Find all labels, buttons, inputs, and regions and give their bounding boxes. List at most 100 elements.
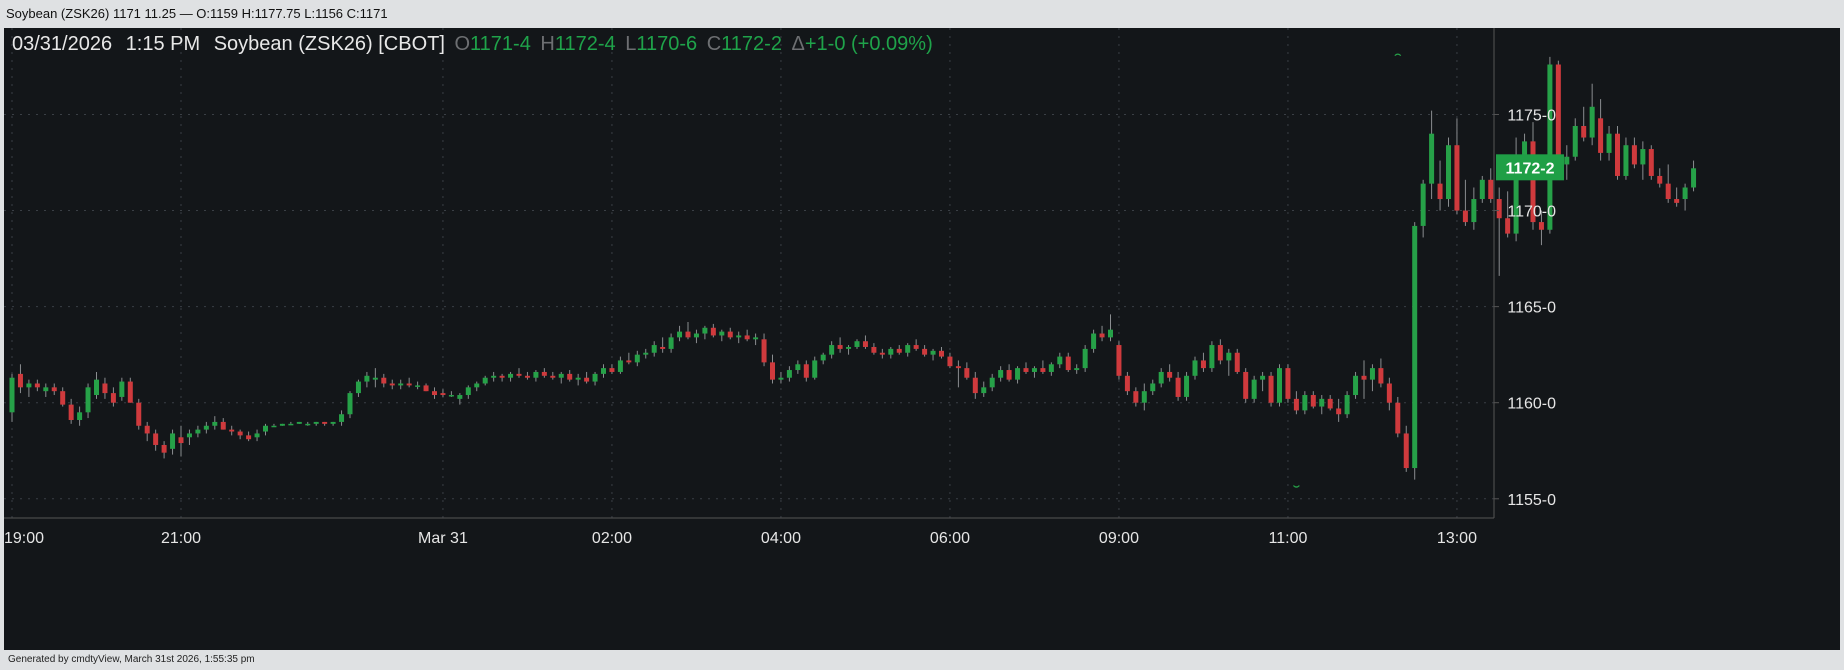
candle-body xyxy=(1065,356,1071,371)
y-tick-label: 1175-0 xyxy=(1507,107,1556,124)
candle xyxy=(1369,364,1375,392)
candle-body xyxy=(355,381,361,394)
candle xyxy=(1378,358,1384,388)
candle-body xyxy=(246,435,252,440)
candle-body xyxy=(1513,160,1519,234)
candle xyxy=(1124,371,1130,396)
y-tick-label: 1165-0 xyxy=(1507,300,1556,317)
candle xyxy=(998,366,1004,382)
candle-body xyxy=(153,433,159,445)
candle xyxy=(913,339,919,351)
candle xyxy=(1217,339,1223,365)
last-price-label: 1172-2 xyxy=(1506,160,1555,177)
candle-body xyxy=(398,383,404,386)
candle xyxy=(617,356,623,374)
candle xyxy=(524,371,530,380)
candle-body xyxy=(1074,368,1080,371)
candle-body xyxy=(862,341,868,347)
x-tick-label: 02:00 xyxy=(592,530,632,547)
candle-body xyxy=(1378,368,1384,384)
y-tick-label: 1155-0 xyxy=(1507,492,1556,509)
candle xyxy=(482,375,488,386)
candle xyxy=(1564,145,1570,180)
candle-body xyxy=(1454,145,1460,211)
markers xyxy=(1292,53,1402,488)
candle-body xyxy=(1412,225,1418,469)
candle-body xyxy=(1158,371,1164,384)
candle-body xyxy=(1369,368,1375,380)
candle xyxy=(1648,145,1654,180)
candle xyxy=(702,325,708,340)
candle-body xyxy=(803,364,809,378)
candle-body xyxy=(94,379,99,396)
candle-body xyxy=(913,345,919,349)
candle-body xyxy=(1589,106,1595,138)
candle xyxy=(186,429,192,445)
candle xyxy=(719,329,725,342)
candle xyxy=(1234,348,1240,374)
candle xyxy=(355,379,361,397)
candle xyxy=(1184,371,1190,401)
candle xyxy=(136,398,142,430)
candle-body xyxy=(634,354,640,363)
candle-body xyxy=(465,387,471,396)
candle-body xyxy=(68,404,74,420)
candle xyxy=(1023,362,1029,374)
candle-body xyxy=(1598,118,1604,153)
candle-body xyxy=(584,377,590,382)
candle-body xyxy=(457,395,463,399)
candle-body xyxy=(1091,333,1097,349)
low-label: L xyxy=(625,33,637,55)
candle xyxy=(34,379,40,392)
candle-body xyxy=(305,423,311,426)
candle xyxy=(1513,137,1519,242)
candle-body xyxy=(1648,149,1654,176)
candle-body xyxy=(1200,360,1206,369)
candle xyxy=(347,391,353,419)
candle-body xyxy=(432,391,437,396)
candle xyxy=(322,421,328,426)
chart-area[interactable]: 1155-0 1160-0 1165-0 1170-0 1175-0 19:00 21:00… xyxy=(4,28,1840,650)
candle-body xyxy=(347,393,353,415)
candle-body xyxy=(389,383,395,386)
footer-generated: Generated by cmdtyView, March 31st 2026,… xyxy=(8,654,255,665)
candle-body xyxy=(1175,377,1181,397)
candle-body xyxy=(423,385,429,392)
candle-body xyxy=(1555,64,1561,165)
candle-body xyxy=(313,421,319,424)
candle-body xyxy=(186,433,192,438)
candle xyxy=(1158,368,1164,388)
candle-body xyxy=(203,425,209,430)
candle-body xyxy=(1141,391,1147,403)
candle-body xyxy=(229,429,235,432)
candle-body xyxy=(1124,375,1130,392)
candle-body xyxy=(1640,149,1646,165)
candle-body xyxy=(1243,371,1249,399)
candle xyxy=(170,429,176,455)
candle-body xyxy=(136,402,142,426)
candle xyxy=(1133,387,1139,407)
candle-body xyxy=(575,377,581,380)
candle-body xyxy=(1420,183,1426,226)
candle xyxy=(1167,364,1173,382)
candle-body xyxy=(474,383,480,388)
chart-header: 03/31/2026 1:15 PM Soybean (ZSK26) [CBOT… xyxy=(12,33,933,56)
candle-body xyxy=(989,377,995,388)
candle xyxy=(609,364,615,374)
candle xyxy=(862,335,868,349)
candle xyxy=(144,421,150,442)
candlestick-chart[interactable]: 1155-0 1160-0 1165-0 1170-0 1175-0 19:00 21:00… xyxy=(4,28,1840,650)
candle-body xyxy=(660,346,666,349)
candle-body xyxy=(178,437,184,444)
candle xyxy=(1344,391,1350,419)
candle xyxy=(212,416,218,430)
candle xyxy=(9,373,15,422)
candle-body xyxy=(364,375,370,382)
candle xyxy=(1471,187,1477,230)
candle xyxy=(939,346,944,359)
candle xyxy=(1243,368,1249,403)
candle-body xyxy=(888,348,894,355)
candle xyxy=(651,341,657,357)
candle-body xyxy=(820,354,826,361)
candle xyxy=(1606,126,1612,161)
